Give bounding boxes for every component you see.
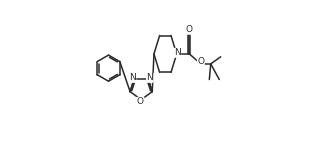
Text: N: N — [129, 73, 136, 82]
Text: O: O — [137, 97, 144, 106]
Text: N: N — [146, 73, 153, 82]
Text: N: N — [174, 48, 181, 57]
Text: O: O — [185, 25, 192, 34]
Text: O: O — [197, 57, 204, 66]
